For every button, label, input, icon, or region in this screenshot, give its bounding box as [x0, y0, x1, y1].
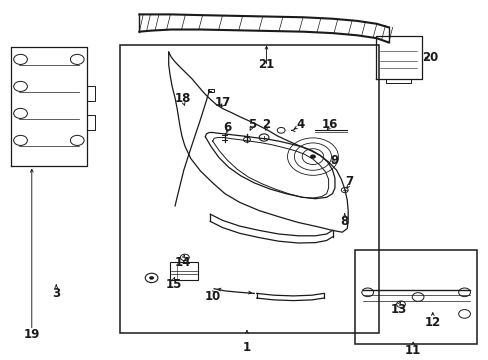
Bar: [170, 262, 197, 280]
Text: 15: 15: [165, 278, 182, 291]
Text: 19: 19: [23, 328, 40, 341]
Text: 2: 2: [262, 118, 270, 131]
Text: 7: 7: [345, 175, 353, 188]
Text: 9: 9: [330, 154, 338, 167]
Text: 8: 8: [340, 215, 348, 228]
Bar: [120, 45, 378, 333]
Circle shape: [149, 276, 154, 280]
Text: 18: 18: [175, 93, 191, 105]
Text: 3: 3: [52, 287, 60, 300]
Circle shape: [309, 154, 315, 159]
Text: 11: 11: [404, 345, 421, 357]
Text: 12: 12: [424, 316, 440, 329]
Text: 10: 10: [204, 291, 221, 303]
Text: 20: 20: [421, 51, 438, 64]
Text: 1: 1: [243, 341, 250, 354]
Text: 14: 14: [175, 256, 191, 269]
Bar: [354, 250, 476, 344]
Text: 4: 4: [296, 118, 304, 131]
Bar: [208, 89, 214, 92]
Text: 16: 16: [321, 118, 338, 131]
Text: 13: 13: [389, 303, 406, 316]
Text: 21: 21: [258, 58, 274, 71]
Text: 6: 6: [223, 121, 231, 134]
Text: 17: 17: [214, 96, 230, 109]
Text: 5: 5: [247, 118, 255, 131]
